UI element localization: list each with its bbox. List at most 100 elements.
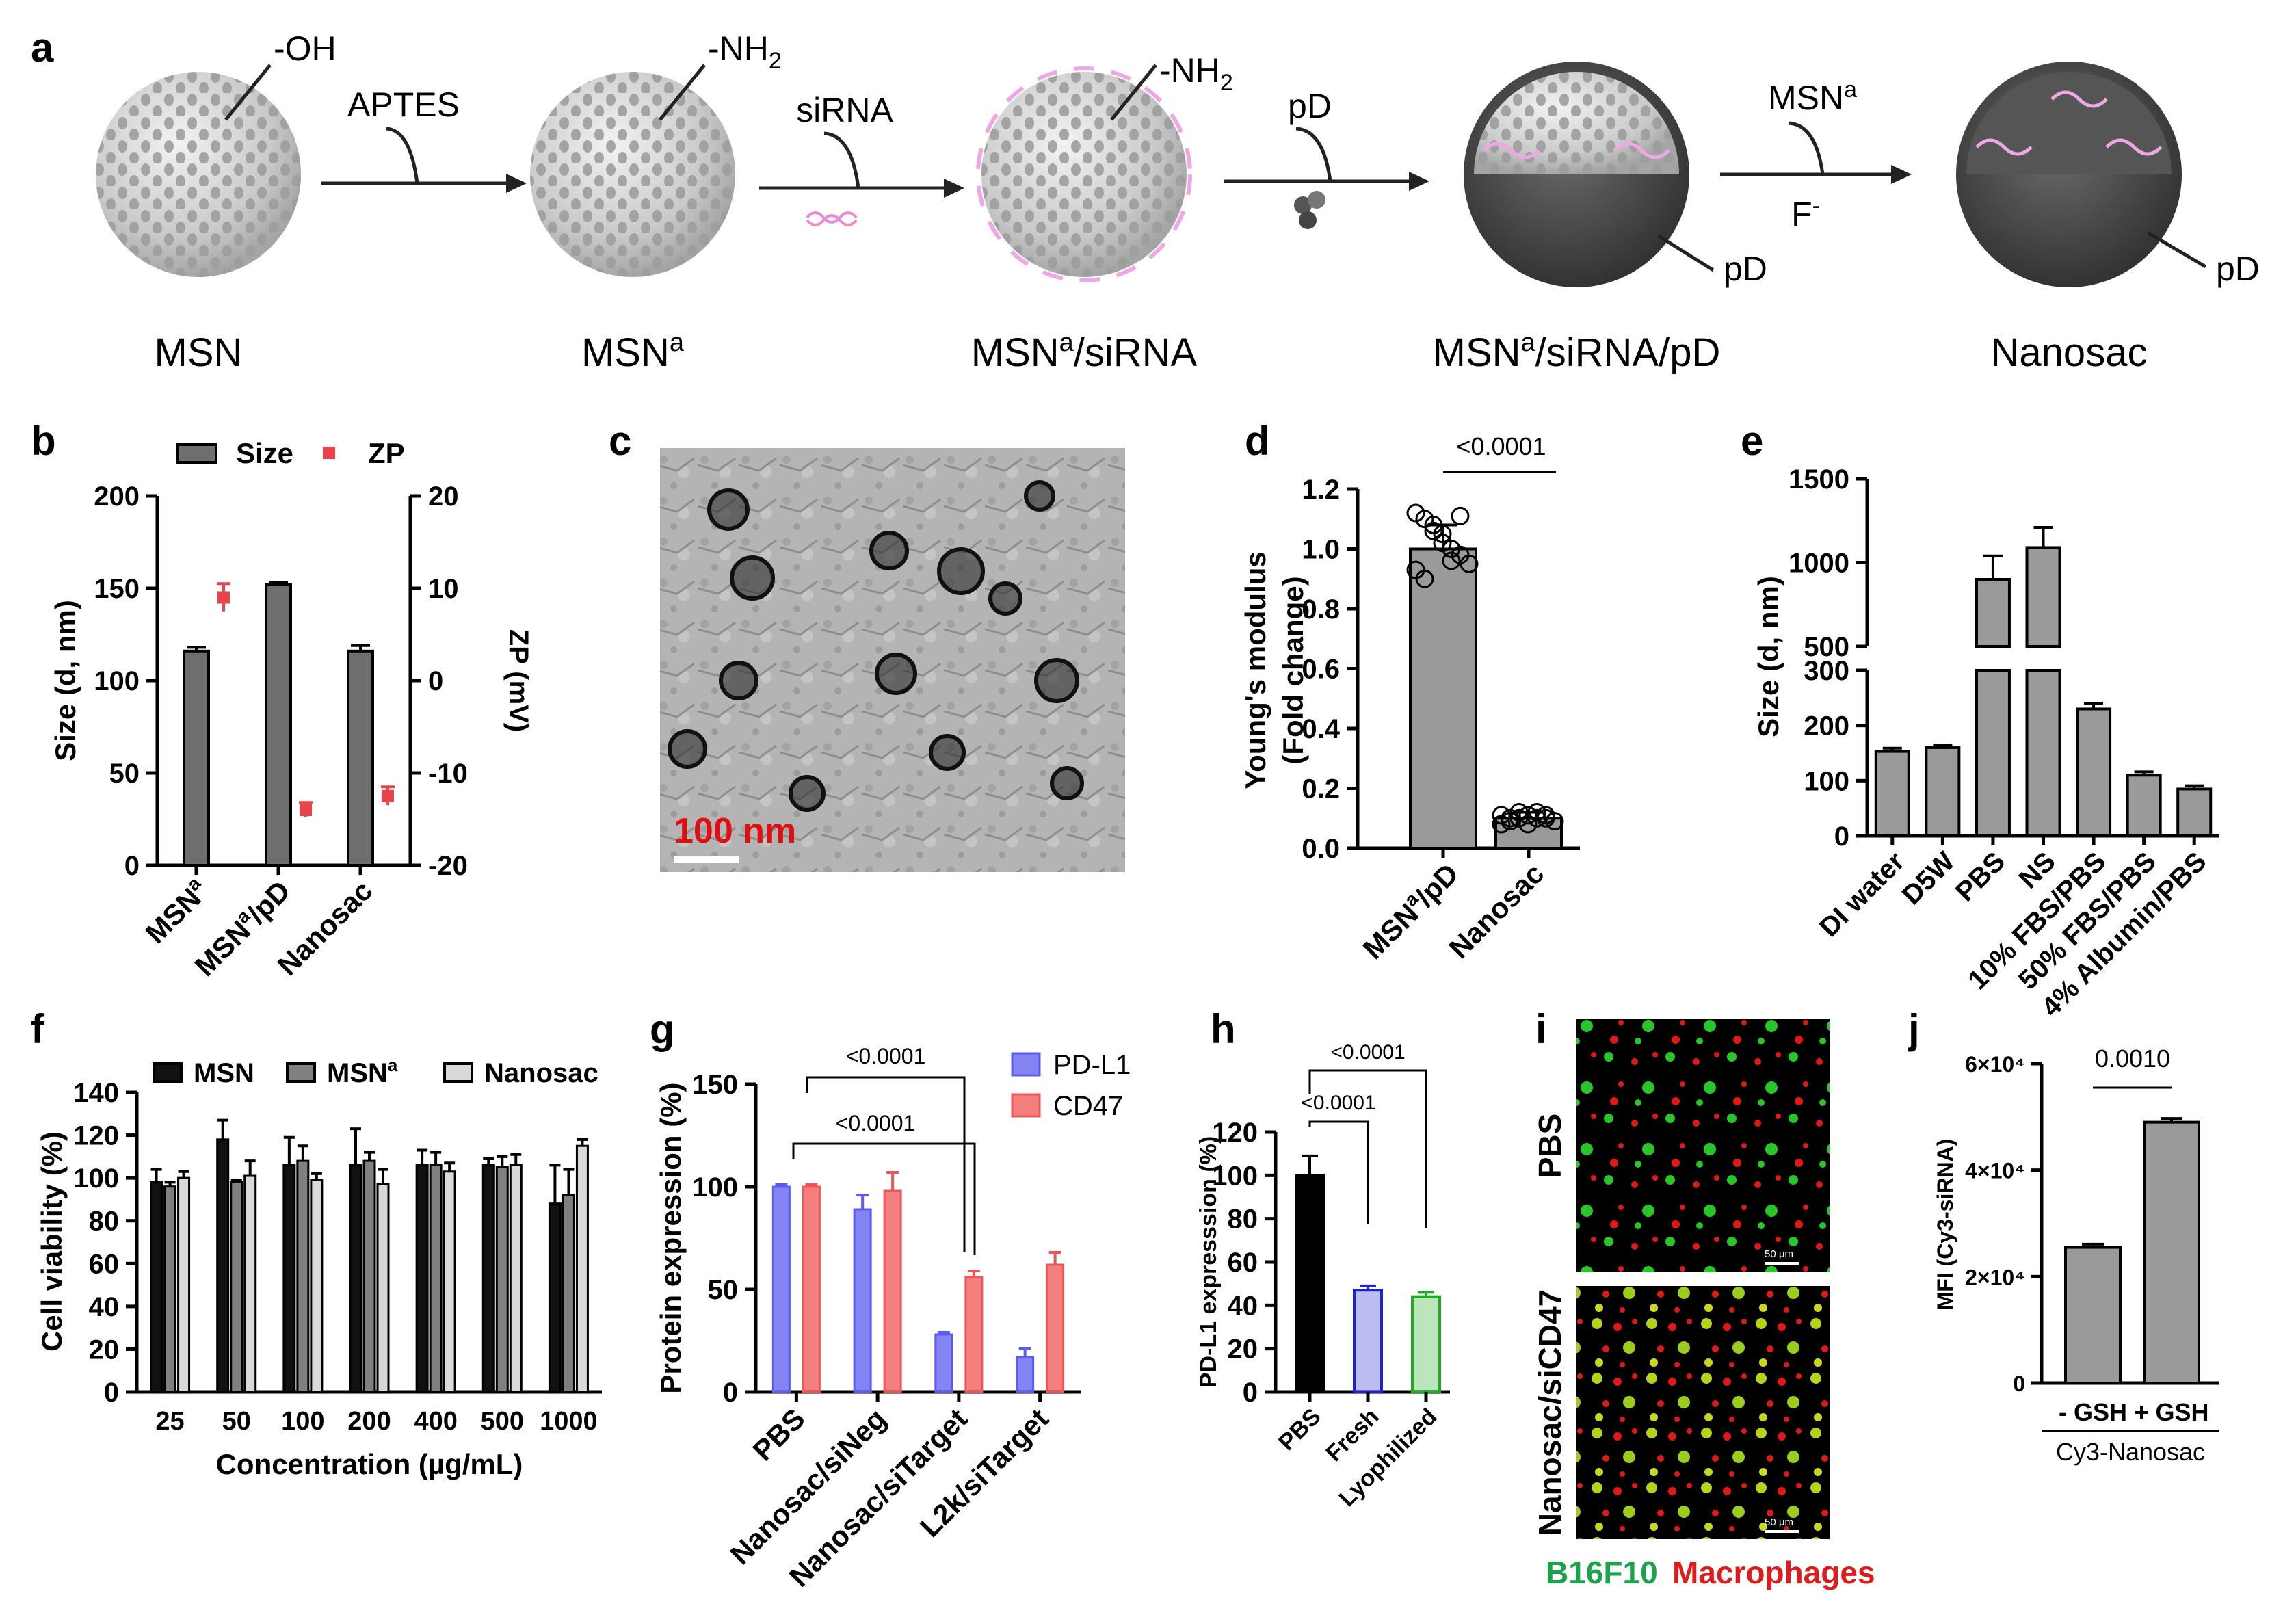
f-xtick-label: 1000	[540, 1407, 598, 1436]
d-sig-label: <0.0001	[1456, 432, 1546, 460]
h-bar	[1296, 1175, 1323, 1392]
f-bar	[417, 1165, 427, 1392]
g-bar	[773, 1187, 789, 1392]
d-xtick-label: MSNa/pD	[1355, 855, 1465, 965]
b-yaxis-left-tick-label: 150	[94, 574, 140, 604]
f-xlabel: Concentration (µg/mL)	[216, 1448, 523, 1480]
reaction-arrow-4	[1720, 123, 1912, 184]
step-name-3: MSNa/siRNA	[971, 328, 1198, 375]
legend-macrophages: Macrophages	[1672, 1555, 1875, 1590]
step-coat-4: pD	[1724, 250, 1767, 288]
f-xtick-label: 100	[281, 1407, 324, 1436]
row-label-pbs: PBS	[1532, 1114, 1568, 1179]
f-bar	[311, 1180, 322, 1392]
j-ytick-label: 2×10⁴	[1965, 1265, 2025, 1289]
step-name-1: MSN	[155, 330, 243, 375]
b-y2label: ZP (mV)	[503, 629, 533, 732]
f-legend-swatch	[154, 1064, 181, 1081]
f-bar	[497, 1168, 507, 1393]
g-legend-swatch-pdl1	[1012, 1053, 1040, 1075]
f-legend-swatch	[287, 1064, 315, 1081]
panel-label-f: f	[31, 1006, 45, 1052]
msna-sirna-pd-sphere	[1464, 62, 1713, 287]
e-xtick-label: PBS	[1950, 846, 2011, 907]
step-name-5: Nanosac	[1991, 330, 2148, 375]
chart-panel-b: 050100150200-20-1001020MSNaMSNa/pDNanosa…	[49, 437, 533, 982]
f-yaxis-tick-label: 60	[89, 1249, 120, 1279]
b-yaxis-left-tick-label: 0	[124, 851, 140, 881]
panel-label-c: c	[609, 418, 631, 464]
step-name-4: MSNa/siRNA/pD	[1433, 328, 1721, 375]
h-bar	[1354, 1290, 1382, 1392]
f-bar	[510, 1165, 521, 1392]
f-bar	[378, 1185, 388, 1392]
j-ylabel: MFI (Cy3-siRNA)	[1933, 1139, 1957, 1311]
e-bar	[2128, 775, 2161, 836]
j-group-label: Cy3-Nanosac	[2056, 1438, 2205, 1466]
f-xtick-label: 50	[222, 1407, 251, 1436]
f-bar	[231, 1182, 242, 1392]
f-bar	[430, 1165, 441, 1392]
nanosac-sphere	[1956, 62, 2206, 287]
e-ytick-label: 0	[1834, 821, 1849, 852]
f-bar	[245, 1176, 256, 1392]
g-sig-bracket-2	[807, 1077, 964, 1093]
b-zp-point	[382, 790, 394, 802]
f-yaxis-tick-label: 100	[73, 1164, 119, 1194]
b-yaxis-right-tick-label: -10	[428, 759, 468, 789]
f-bar	[563, 1195, 574, 1392]
g-yaxis-tick-label: 100	[692, 1172, 738, 1202]
g-bar	[803, 1187, 819, 1392]
e-bar-upper	[1977, 579, 2009, 646]
reagent-pd: pD	[1288, 87, 1332, 125]
panel-c: c 100 nm	[609, 418, 1125, 872]
reaction-arrow-1	[321, 129, 527, 193]
h-yaxis-tick-label: 60	[1228, 1248, 1258, 1278]
b-bar	[184, 651, 209, 865]
panel-label-h: h	[1211, 1006, 1236, 1052]
f-xtick-label: 25	[155, 1407, 184, 1436]
j-bar	[2144, 1122, 2199, 1383]
b-bar	[266, 585, 291, 865]
f-yaxis-tick-label: 140	[73, 1078, 119, 1108]
scale-label-pbs: 50 μm	[1765, 1248, 1793, 1260]
f-bar	[444, 1172, 455, 1392]
b-xtick-label: MSNa	[137, 872, 215, 949]
e-xtick-label: D5W	[1897, 846, 1961, 910]
h-xtick-label: PBS	[1274, 1404, 1325, 1456]
g-bar	[854, 1209, 871, 1392]
f-legend-label: MSN	[194, 1058, 254, 1088]
b-yaxis-left-tick-label: 200	[94, 482, 140, 512]
f-yaxis-tick-label: 80	[89, 1207, 120, 1237]
f-xtick-label: 500	[481, 1407, 524, 1436]
g-yaxis-tick-label: 50	[708, 1275, 739, 1305]
d-yaxis-tick-label: 1.0	[1302, 535, 1340, 565]
msna-sphere	[530, 65, 735, 277]
reagent-sirna: siRNA	[796, 91, 893, 129]
e-bar-lower	[2027, 670, 2060, 836]
f-bar	[179, 1178, 189, 1392]
reagent-aptes: APTES	[347, 86, 460, 124]
f-legend-label: MSNa	[327, 1055, 398, 1088]
e-bar	[1926, 748, 1959, 836]
h-bar	[1412, 1297, 1440, 1392]
b-legend-swatch-zp	[323, 447, 335, 459]
e-ytick-label: 100	[1804, 766, 1849, 796]
j-xtick-label: - GSH	[2059, 1398, 2127, 1426]
step-name-2: MSNa	[581, 328, 685, 375]
legend-b16f10: B16F10	[1546, 1555, 1658, 1590]
scale-bar-pbs	[1765, 1262, 1799, 1265]
j-ytick-label: 6×10⁴	[1965, 1052, 2025, 1077]
panel-label-i: i	[1535, 1006, 1547, 1052]
e-ytick-label: 1000	[1789, 549, 1849, 579]
panel-label-j: j	[1908, 1006, 1920, 1052]
f-bar	[350, 1165, 361, 1392]
row-label-nanosac: Nanosac/siCD47	[1532, 1289, 1568, 1536]
fluorescence-image-pbs	[1576, 1019, 1830, 1272]
f-bar	[151, 1182, 162, 1392]
h-sig-label-1: <0.0001	[1301, 1092, 1375, 1114]
j-ytick-label: 0	[2013, 1371, 2025, 1396]
